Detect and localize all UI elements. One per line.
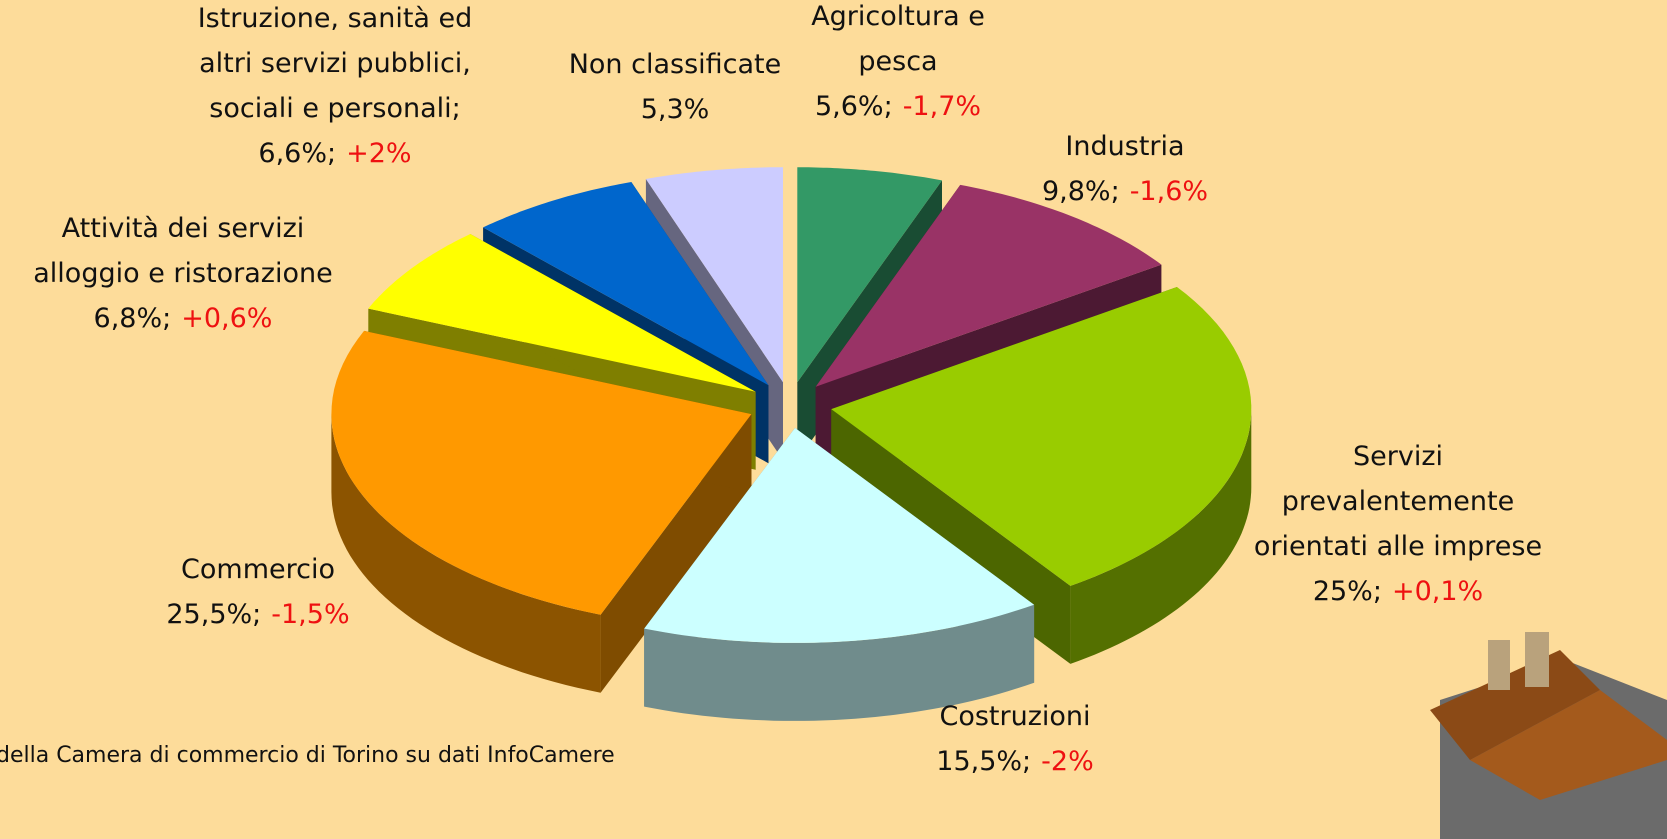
value-label: 15,5%; -2% [936, 746, 1093, 777]
slice [644, 427, 1035, 643]
change-label: -1,7% [903, 91, 981, 122]
share-label: 6,8% [94, 303, 163, 334]
source-note: della Camera di commercio di Torino su d… [0, 743, 615, 768]
slice [645, 167, 783, 383]
change-label: -2% [1041, 746, 1094, 777]
slice-wall [644, 604, 1035, 721]
change-label: +2% [346, 138, 411, 169]
house-icon [1430, 632, 1667, 839]
value-label: 5,3% [641, 94, 710, 125]
separator: ; [884, 91, 893, 122]
separator: ; [252, 599, 261, 630]
slice-label: Attività dei servizi alloggio e ristorazi… [33, 213, 332, 289]
slice-label: Commercio [181, 554, 335, 585]
share-label: 15,5% [936, 746, 1022, 777]
change-label: -1,6% [1130, 176, 1208, 207]
value-label: 6,6%; +2% [258, 138, 411, 169]
share-label: 25% [1313, 576, 1373, 607]
slice [483, 182, 769, 386]
value-label: 6,8%; +0,6% [94, 303, 273, 334]
slice-label: Servizi prevalentemente orientati alle imp… [1254, 441, 1542, 562]
separator: ; [1373, 576, 1382, 607]
value-label: 9,8%; -1,6% [1042, 176, 1208, 207]
slice-label: Industria [1065, 131, 1184, 162]
slice [368, 234, 756, 392]
slice-wall [1070, 409, 1252, 664]
slice [797, 167, 942, 383]
share-label: 6,6% [258, 138, 327, 169]
change-label: -1,5% [271, 599, 349, 630]
pie [331, 167, 1252, 721]
share-label: 5,6% [815, 91, 884, 122]
separator: ; [1111, 176, 1120, 207]
slice-label: Istruzione, sanità ed altri servizi pubbl… [198, 3, 473, 124]
value-label: 5,6%; -1,7% [815, 91, 981, 122]
slice-label: Non classificate [569, 49, 782, 80]
share-label: 25,5% [166, 599, 252, 630]
value-label: 25%; +0,1% [1313, 576, 1483, 607]
change-label: +0,1% [1392, 576, 1483, 607]
slice-wall [331, 414, 601, 693]
change-label: +0,6% [181, 303, 272, 334]
separator: ; [1022, 746, 1031, 777]
share-label: 9,8% [1042, 176, 1111, 207]
share-label: 5,3% [641, 94, 710, 125]
slice-label: Costruzioni [939, 701, 1090, 732]
separator: ; [327, 138, 336, 169]
value-label: 25,5%; -1,5% [166, 599, 349, 630]
slice [815, 184, 1162, 387]
slice-label: Agricoltura e pesca [811, 1, 985, 77]
separator: ; [162, 303, 171, 334]
slice [831, 287, 1252, 586]
slice [331, 330, 752, 615]
